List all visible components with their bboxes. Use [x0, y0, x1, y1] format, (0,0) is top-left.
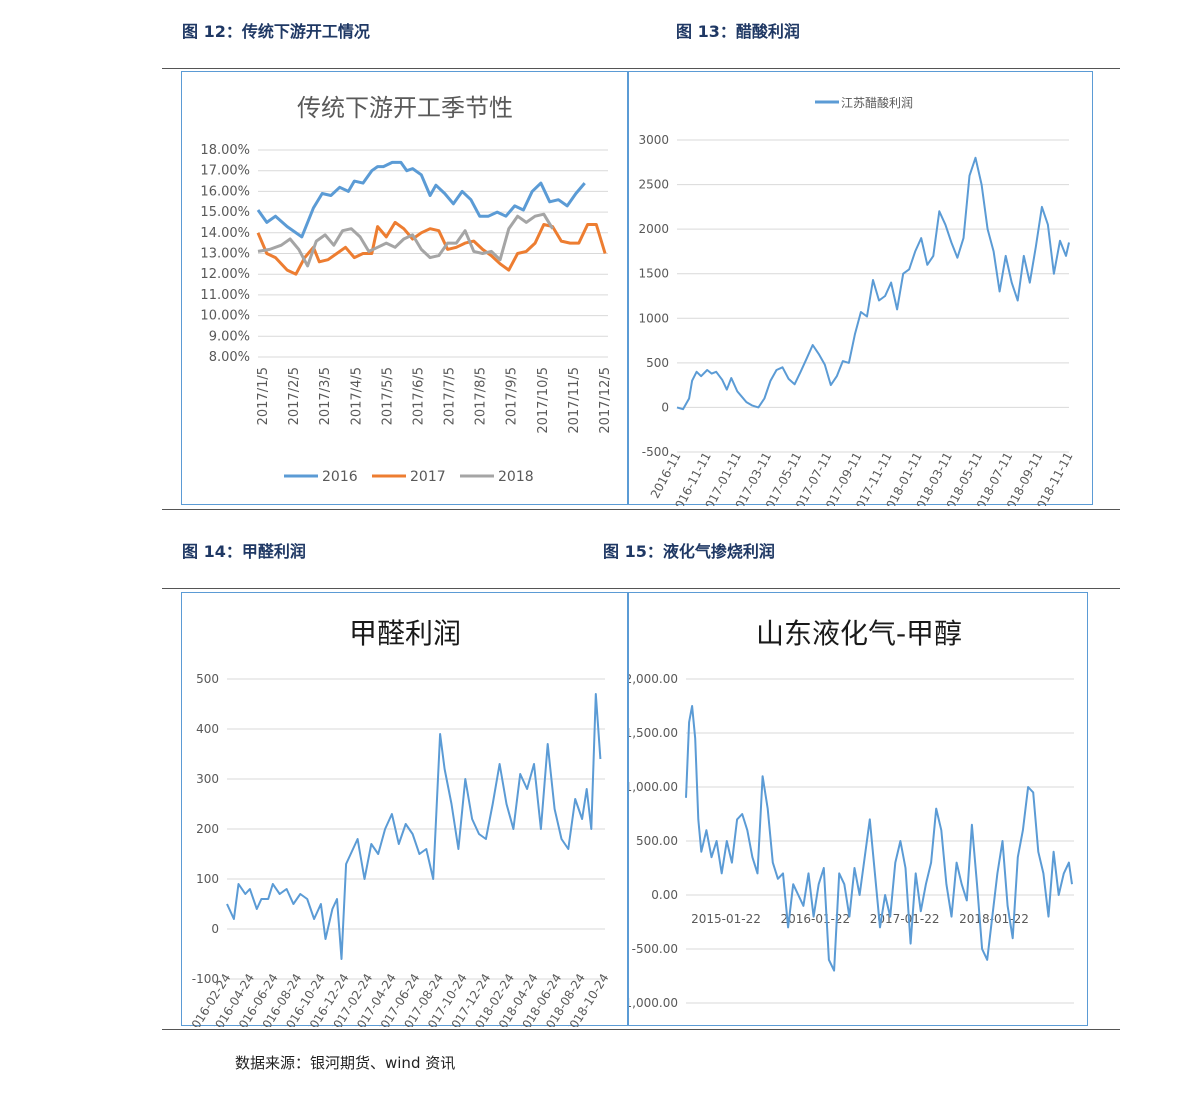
figure-12-caption: 图 12：传统下游开工情况 [182, 22, 370, 41]
c15-ytick-label: -500.00 [632, 942, 678, 956]
c12-xtick-label: 2017/4/5 [349, 367, 364, 425]
c12-xtick-label: 2017/8/5 [474, 367, 489, 425]
c15-ytick-label: 500.00 [636, 834, 678, 848]
c12-ytick-label: 13.00% [200, 247, 250, 262]
data-source-note: 数据来源：银河期货、wind 资讯 [235, 1054, 456, 1072]
c12-xtick-label: 2017/7/5 [443, 367, 458, 425]
c15-ytick-label: 1,500.00 [629, 726, 678, 740]
chart-13-panel: 江苏醋酸利润 3000 2500 2000 1500 1000 500 0 -500 2016… [628, 71, 1093, 506]
c12-xtick-label: 2017/12/5 [598, 367, 613, 434]
chart-13-legend-label: 江苏醋酸利润 [841, 95, 913, 110]
c12-series-line-2016 [256, 160, 586, 239]
c12-xtick-label: 2017/1/5 [256, 367, 271, 425]
figure-15-caption: 图 15：液化气掺烧利润 [603, 542, 775, 561]
c15-ytick-label: 0.00 [651, 888, 678, 902]
c12-ytick-label: 14.00% [200, 226, 250, 241]
c12-xtick-label: 2017/9/5 [505, 367, 520, 425]
c15-xtick-label: 2015-01-22 [691, 912, 761, 926]
c15-xtick-label: 2018-01-22 [959, 912, 1029, 926]
c14-ytick-label: 500 [196, 672, 219, 686]
c13-ytick-label: 1000 [638, 311, 669, 325]
c12-xtick-label: 2017/10/5 [536, 367, 551, 434]
c15-xtick-label: 2017-01-22 [870, 912, 940, 926]
c13-ytick-label: 2500 [638, 178, 669, 192]
c12-legend-label: 2018 [498, 469, 534, 485]
chart-14-panel: 甲醛利润 500 400 300 200 100 0 -100 2016-02-24 2016… [181, 592, 628, 1027]
top-rule [162, 68, 1120, 69]
c12-ytick-label: 10.00% [200, 309, 250, 324]
chart-14-title: 甲醛利润 [349, 617, 461, 650]
chart-15-title: 山东液化气-甲醇 [756, 617, 962, 650]
c12-xtick-label: 2017/6/5 [411, 367, 426, 425]
c12-ytick-label: 12.00% [200, 267, 250, 282]
c13-ytick-label: 0 [661, 400, 669, 414]
middle-rule-2 [162, 588, 1120, 589]
c12-ytick-label: 11.00% [200, 288, 250, 303]
c14-series-line-甲醛利润 [226, 693, 602, 960]
c12-ytick-label: 8.00% [209, 350, 250, 365]
c14-ytick-label: 400 [196, 722, 219, 736]
chart-15-svg: 山东液化气-甲醇 2,000.00 1,500.00 1,000.00 500.00 0… [629, 617, 1074, 1010]
c13-ytick-label: 3000 [638, 133, 669, 147]
c12-series-line-2017 [256, 220, 607, 276]
c12-ytick-label: 17.00% [200, 164, 250, 179]
c14-ytick-label: 100 [196, 872, 219, 886]
c12-xtick-label: 2017/11/5 [567, 367, 582, 434]
c15-xtick-label: 2016-01-22 [780, 912, 850, 926]
c12-xtick-label: 2017/5/5 [380, 367, 395, 425]
c12-legend-label: 2016 [322, 469, 358, 485]
c13-ytick-label: -500 [642, 445, 669, 459]
bottom-rule [162, 1029, 1120, 1030]
figure-14-caption: 图 14：甲醛利润 [182, 542, 306, 561]
chart-15-panel: 山东液化气-甲醇 2,000.00 1,500.00 1,000.00 500.00 0… [628, 592, 1088, 1026]
c13-ytick-label: 1500 [638, 267, 669, 281]
c15-ytick-label: 2,000.00 [629, 672, 678, 686]
c15-ytick-label: 1,000.00 [629, 780, 678, 794]
c14-ytick-label: 0 [211, 922, 219, 936]
c12-xtick-label: 2017/2/5 [287, 367, 302, 425]
c13-series-line-江苏醋酸利润 [676, 156, 1070, 411]
chart-12-panel: 传统下游开工季节性 18.00% 17.00% 16.00% 15.00% 14.00%… [181, 71, 628, 505]
c15-ytick-label: -1,000.00 [629, 996, 678, 1010]
c12-series-line-2018 [257, 212, 554, 268]
c14-ytick-label: 200 [196, 822, 219, 836]
c13-ytick-label: 500 [646, 356, 669, 370]
c12-xtick-label: 2017/3/5 [318, 367, 333, 425]
c12-ytick-label: 9.00% [209, 329, 250, 344]
c14-ytick-label: -100 [192, 972, 219, 986]
c15-series-line-山东液化气-甲醇 [685, 705, 1073, 972]
c12-ytick-label: 15.00% [200, 205, 250, 220]
chart-12-svg: 传统下游开工季节性 18.00% 17.00% 16.00% 15.00% 14.00%… [200, 94, 613, 485]
c12-ytick-label: 18.00% [200, 143, 250, 158]
c12-ytick-label: 16.00% [200, 184, 250, 199]
middle-rule-1 [162, 509, 1120, 510]
chart-12-title: 传统下游开工季节性 [297, 94, 513, 122]
c12-legend-label: 2017 [410, 469, 446, 485]
figure-13-caption: 图 13：醋酸利润 [676, 22, 800, 41]
c14-ytick-label: 300 [196, 772, 219, 786]
c13-ytick-label: 2000 [638, 222, 669, 236]
